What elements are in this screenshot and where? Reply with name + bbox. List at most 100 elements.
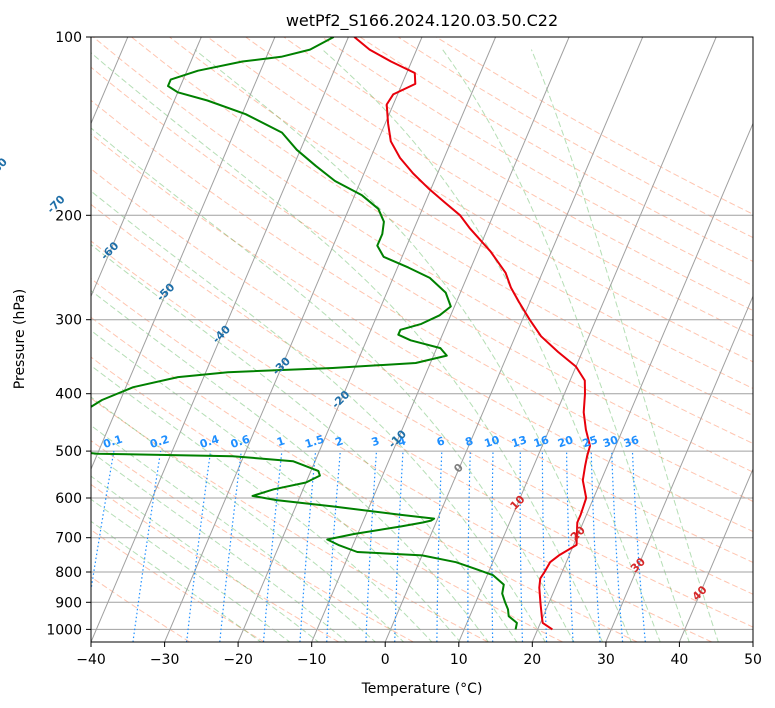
chart-title: wetPf2_S166.2024.120.03.50.C22	[286, 11, 558, 31]
isotherm-line	[605, 294, 753, 642]
y-tick-label: 600	[55, 491, 82, 507]
mixing-ratio-label: 10	[483, 433, 502, 450]
mixing-ratio-label: 4	[396, 434, 408, 449]
mixing-ratio-line	[219, 451, 242, 642]
mixing-ratio-line	[299, 451, 317, 642]
isotherm-line	[678, 467, 753, 642]
temperature-profile-line	[353, 37, 591, 631]
mixing-ratio-label: 8	[464, 434, 475, 449]
x-tick-label: 30	[597, 652, 615, 668]
dry-adiabat-line	[91, 66, 753, 473]
mixing-ratio-line	[132, 451, 162, 642]
mixing-ratio-label: 16	[532, 433, 551, 450]
x-axis-label: Temperature (°C)	[361, 681, 483, 697]
isotherm-line	[311, 37, 570, 642]
mixing-ratio-label: 0.4	[198, 432, 221, 450]
moist-adiabat-line	[91, 451, 348, 642]
moist-adiabat-line	[91, 475, 320, 642]
x-tick-label: 10	[450, 652, 468, 668]
mixing-ratio-label: 25	[581, 433, 600, 450]
dry-adiabat-line	[91, 240, 753, 628]
moist-adiabat-line	[91, 329, 461, 642]
moist-adiabat-line	[91, 190, 546, 642]
dry-adiabat-line	[92, 37, 753, 445]
y-axis-ticks: 100 200 300 400 500 600 700 800 900 1000	[46, 30, 91, 638]
isotherm-line	[237, 37, 497, 642]
y-tick-label: 700	[55, 531, 82, 547]
mixing-ratio-label: 3	[370, 434, 381, 449]
dry-adiabat-line	[91, 203, 753, 595]
dry-adiabat-line	[91, 483, 340, 642]
dry-adiabat-line	[131, 37, 753, 417]
dry-adiabat-line	[91, 397, 489, 642]
y-tick-label: 200	[55, 208, 82, 224]
mixing-ratio-line	[186, 451, 212, 642]
x-tick-label: −10	[297, 652, 327, 668]
mixing-ratio-label: 20	[556, 433, 575, 450]
mixing-ratio-label: 6	[435, 434, 447, 449]
y-tick-label: 500	[55, 444, 82, 460]
dry-adiabat-line	[169, 37, 753, 389]
mixing-ratio-label: 1.5	[303, 433, 326, 451]
x-tick-label: 20	[523, 652, 541, 668]
dry-adiabat-line	[91, 133, 753, 533]
dry-adiabat-line	[91, 168, 753, 563]
mixing-ratio-line	[91, 450, 115, 594]
y-axis-label: Pressure (hPa)	[12, 289, 28, 389]
isotherm-line	[91, 37, 276, 471]
moist-adiabat-line	[91, 243, 518, 642]
isotherms	[91, 37, 753, 642]
sounding-series	[91, 37, 591, 631]
mixing-ratio-label: 36	[622, 433, 641, 450]
mixing-ratio-label: 1	[275, 434, 286, 449]
y-tick-label: 900	[55, 595, 82, 611]
dry-adiabat-line	[91, 576, 190, 642]
moist-adiabat-line	[530, 49, 719, 642]
moist-adiabat-line	[194, 49, 632, 642]
y-tick-label: 100	[55, 30, 82, 46]
mixing-ratio-line	[262, 451, 283, 642]
moist-adiabat-label: -80	[0, 155, 10, 178]
y-tick-label: 300	[55, 313, 82, 329]
mixing-ratio-label: 0.6	[229, 432, 252, 450]
dry-adiabat-line	[245, 37, 753, 337]
moist-adiabat-line	[91, 520, 262, 642]
moist-adiabat-line	[91, 289, 490, 642]
y-tick-label: 800	[55, 565, 82, 581]
dry-adiabat-line	[91, 316, 638, 642]
x-tick-label: 0	[381, 652, 390, 668]
x-axis-ticks: −40 −30 −20 −10 0 10 20 30 40 50	[76, 642, 762, 668]
y-tick-label: 1000	[46, 622, 82, 638]
pressure-gridlines	[91, 37, 753, 630]
dewpoint-profile-line	[91, 37, 518, 630]
isotherm-line	[91, 37, 202, 298]
dry-adiabat-line	[207, 37, 753, 363]
x-tick-label: −40	[76, 652, 106, 668]
isotherm-line	[164, 37, 423, 642]
isotherm-line	[531, 122, 753, 642]
x-tick-label: 50	[744, 652, 762, 668]
dry-adiabat-line	[91, 278, 713, 642]
x-tick-label: −30	[150, 652, 180, 668]
y-tick-label: 400	[55, 387, 82, 403]
plot-frame	[90, 36, 754, 643]
mixing-ratio-label: 0.1	[102, 433, 125, 451]
x-tick-label: −20	[223, 652, 253, 668]
moist-adiabat-line	[91, 52, 604, 642]
mixing-ratio-label: 2	[334, 434, 345, 449]
x-tick-label: 40	[670, 652, 688, 668]
moist-adiabat-line	[91, 365, 433, 642]
moist-adiabat-line	[91, 424, 377, 642]
dry-adiabat-line	[283, 37, 753, 312]
mixing-ratio-label: 13	[510, 433, 529, 450]
mixing-ratio-lines	[91, 450, 646, 642]
moist-adiabat-line	[91, 127, 575, 642]
moist-adiabat-line	[442, 49, 690, 642]
isotherm-line	[91, 37, 349, 642]
plot-area	[91, 37, 753, 642]
mixing-ratio-label: 30	[601, 433, 620, 450]
moist-adiabat-line	[91, 396, 405, 642]
isotherm-line	[458, 37, 717, 642]
mixing-ratio-label: 0.2	[148, 433, 171, 451]
